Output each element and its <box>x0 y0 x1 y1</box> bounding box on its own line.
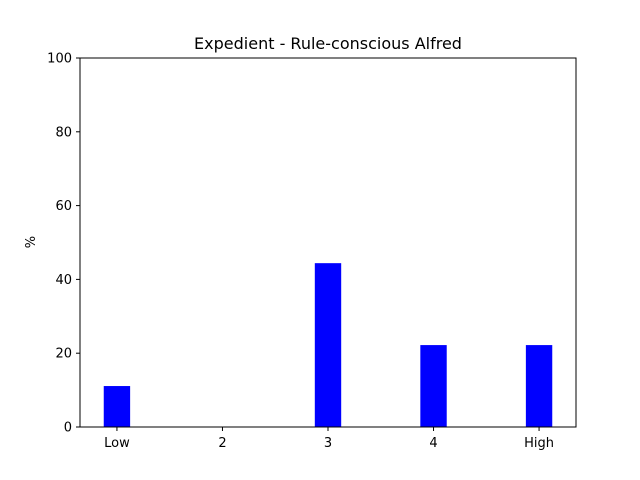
axes-frame <box>79 57 577 428</box>
x-tick-label: High <box>524 436 554 451</box>
x-axis-ticks: Low 2 3 4 High <box>104 427 554 451</box>
x-tick-label: 3 <box>324 436 332 451</box>
y-tick-label: 0 <box>64 421 72 436</box>
bar-high <box>525 345 553 427</box>
bar-low <box>103 386 131 427</box>
y-tick-label: 20 <box>55 347 72 362</box>
y-tick-label: 100 <box>47 52 72 67</box>
bar-3 <box>314 263 342 427</box>
y-axis-ticks: 0 20 40 60 80 100 <box>47 52 80 436</box>
y-tick-label: 80 <box>55 125 72 140</box>
y-tick-label: 40 <box>55 273 72 288</box>
bars-layer <box>103 263 553 427</box>
x-tick-label: 2 <box>218 436 226 451</box>
x-tick-label: 4 <box>429 436 437 451</box>
bar-4 <box>420 345 447 427</box>
y-tick-label: 60 <box>55 199 72 214</box>
chart-title: Expedient - Rule-conscious Alfred <box>194 34 462 53</box>
y-axis-label: % <box>24 236 39 248</box>
x-tick-label: Low <box>104 436 130 451</box>
